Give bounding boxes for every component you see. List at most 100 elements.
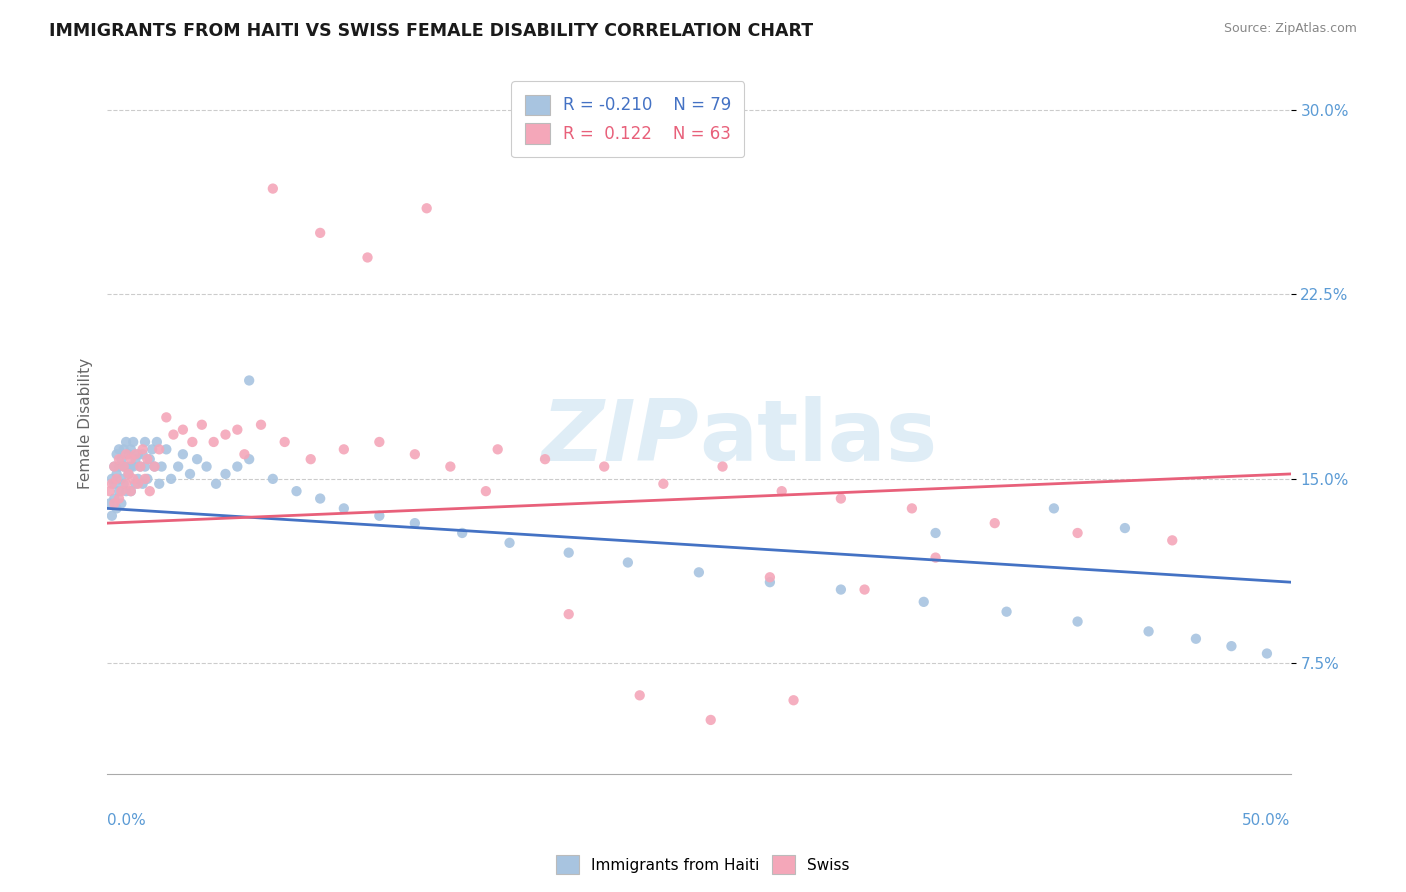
Point <box>115 484 138 499</box>
Point <box>652 476 675 491</box>
Point <box>103 496 125 510</box>
Point <box>122 459 145 474</box>
Point <box>127 472 149 486</box>
Point <box>368 508 391 523</box>
Point <box>131 442 153 457</box>
Point <box>124 476 146 491</box>
Point <box>404 516 426 530</box>
Point <box>1256 647 1278 661</box>
Point <box>105 472 128 486</box>
Point <box>186 452 208 467</box>
Point <box>110 496 132 510</box>
Point <box>711 459 734 474</box>
Point <box>136 452 159 467</box>
Point <box>309 226 332 240</box>
Point <box>912 595 935 609</box>
Point <box>136 472 159 486</box>
Point <box>120 484 142 499</box>
Point <box>262 472 284 486</box>
Point <box>475 484 498 499</box>
Point <box>143 459 166 474</box>
Point <box>124 452 146 467</box>
Point <box>110 452 132 467</box>
Point <box>202 434 225 449</box>
Text: ZIP: ZIP <box>541 396 699 479</box>
Point <box>117 467 139 481</box>
Point <box>101 508 124 523</box>
Point <box>191 417 214 432</box>
Point <box>127 447 149 461</box>
Point <box>101 472 124 486</box>
Point <box>112 476 135 491</box>
Point <box>172 423 194 437</box>
Point <box>120 459 142 474</box>
Point <box>451 526 474 541</box>
Point <box>214 467 236 481</box>
Point <box>103 476 125 491</box>
Point <box>853 582 876 597</box>
Point <box>628 689 651 703</box>
Point <box>617 556 640 570</box>
Point <box>143 459 166 474</box>
Point <box>205 476 228 491</box>
Point <box>120 484 142 499</box>
Point <box>108 442 131 457</box>
Point <box>155 442 177 457</box>
Point <box>439 459 461 474</box>
Point <box>759 570 782 584</box>
Point <box>124 447 146 461</box>
Point <box>103 459 125 474</box>
Point <box>103 491 125 506</box>
Point <box>105 467 128 481</box>
Point <box>117 447 139 461</box>
Point <box>830 582 852 597</box>
Point <box>155 410 177 425</box>
Point <box>333 501 356 516</box>
Point <box>486 442 509 457</box>
Point <box>1137 624 1160 639</box>
Point <box>415 201 437 215</box>
Point <box>699 713 721 727</box>
Text: 0.0%: 0.0% <box>107 813 146 828</box>
Point <box>146 434 169 449</box>
Point <box>112 442 135 457</box>
Point <box>127 476 149 491</box>
Point <box>162 427 184 442</box>
Point <box>112 459 135 474</box>
Point <box>233 447 256 461</box>
Point <box>498 536 520 550</box>
Point <box>129 459 152 474</box>
Point <box>105 501 128 516</box>
Point <box>368 434 391 449</box>
Point <box>195 459 218 474</box>
Point <box>105 447 128 461</box>
Text: Source: ZipAtlas.com: Source: ZipAtlas.com <box>1223 22 1357 36</box>
Point <box>134 434 156 449</box>
Point <box>167 459 190 474</box>
Point <box>139 484 162 499</box>
Point <box>115 434 138 449</box>
Point <box>250 417 273 432</box>
Point <box>924 550 946 565</box>
Y-axis label: Female Disability: Female Disability <box>79 358 93 489</box>
Point <box>1185 632 1208 646</box>
Point <box>557 546 579 560</box>
Point <box>115 459 138 474</box>
Point <box>112 459 135 474</box>
Point <box>830 491 852 506</box>
Point <box>285 484 308 499</box>
Point <box>226 423 249 437</box>
Point <box>770 484 793 499</box>
Legend: Immigrants from Haiti, Swiss: Immigrants from Haiti, Swiss <box>550 849 856 880</box>
Point <box>593 459 616 474</box>
Point <box>98 496 121 510</box>
Point <box>101 476 124 491</box>
Point <box>1066 526 1088 541</box>
Point <box>160 472 183 486</box>
Point <box>226 459 249 474</box>
Point <box>131 476 153 491</box>
Text: 50.0%: 50.0% <box>1243 813 1291 828</box>
Point <box>924 526 946 541</box>
Point <box>1066 615 1088 629</box>
Point <box>299 452 322 467</box>
